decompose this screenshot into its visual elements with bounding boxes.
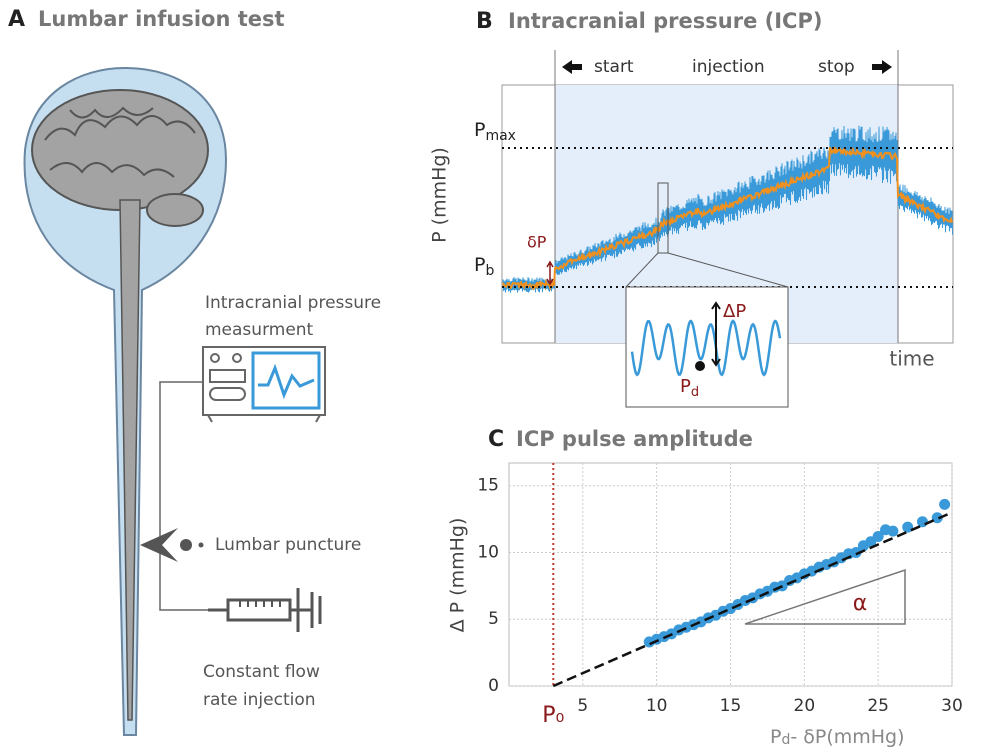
puncture-arrow <box>140 528 178 562</box>
label: d <box>691 385 699 400</box>
zoom-box <box>657 182 669 254</box>
point <box>931 512 943 524</box>
panel-title: ICP pulse amplitude <box>516 427 753 451</box>
arrow-right <box>872 60 892 74</box>
fit-line <box>552 511 953 688</box>
label: max <box>485 128 516 144</box>
scatter-chart: 5 10 15 20 25 30 0 5 10 15 P₀ α <box>477 462 963 728</box>
panel-title: Lumbar infusion test <box>38 7 285 31</box>
y-tick-label: 15 <box>477 476 499 496</box>
icp-mean <box>502 145 953 292</box>
pb-label: Pb <box>474 254 494 280</box>
point <box>850 546 862 558</box>
zoom-line <box>667 252 789 288</box>
label: rate injection <box>203 690 316 710</box>
label: P <box>770 726 781 748</box>
dp-arrow <box>546 260 554 286</box>
icp-trace <box>502 125 953 293</box>
dot <box>180 539 192 551</box>
panel-title: Intracranial pressure (ICP) <box>508 9 822 33</box>
spinal-cord <box>119 199 141 721</box>
monitor <box>202 346 326 423</box>
syringe <box>208 588 322 632</box>
arrow-left <box>562 60 582 74</box>
label: Constant flow <box>203 662 320 682</box>
x-tick-label: 5 <box>577 696 588 716</box>
inset-arrow <box>711 301 721 367</box>
pd-point <box>695 361 705 371</box>
label: measurment <box>205 320 314 340</box>
brain-folds <box>44 106 196 178</box>
panel-letter: C <box>488 427 504 452</box>
brain <box>31 89 209 211</box>
label: Pd <box>680 376 699 400</box>
y-axis-label: P (mmHg) <box>429 147 451 243</box>
y-axis-label: Δ P (mmHg) <box>447 518 469 633</box>
tube <box>159 381 210 611</box>
label: injection <box>692 57 765 77</box>
slope-triangle <box>744 568 906 625</box>
slope-label: α <box>853 591 868 616</box>
dot <box>198 542 204 548</box>
y-tick-label: 10 <box>477 542 499 562</box>
y-tick-label: 0 <box>488 676 499 696</box>
point <box>872 530 884 542</box>
zoom-line <box>625 252 659 288</box>
x-tick-label: 20 <box>794 696 816 716</box>
label: Lumbar puncture <box>215 535 361 555</box>
pmax-label: Pmax <box>474 119 516 145</box>
p0-label: P₀ <box>542 703 564 728</box>
label: - δP(mmHg) <box>790 726 904 748</box>
inset <box>625 286 789 408</box>
cerebellum <box>146 193 204 227</box>
point <box>939 498 951 510</box>
label: P <box>474 119 485 141</box>
inset-wave <box>630 319 782 377</box>
x-tick-label: 30 <box>941 696 963 716</box>
point <box>887 525 899 537</box>
x-tick-label: 10 <box>646 696 668 716</box>
label: b <box>485 263 494 279</box>
x-axis-label: time <box>889 347 934 371</box>
x-tick-label: 15 <box>720 696 742 716</box>
x-axis-label: Pd- δP(mmHg) <box>770 726 905 749</box>
label: P <box>680 376 691 397</box>
panel-letter: A <box>8 7 25 32</box>
panel-letter: B <box>476 9 493 34</box>
y-tick-label: 5 <box>488 609 499 629</box>
label: P <box>474 254 485 276</box>
dp-label: δP <box>527 233 547 252</box>
point <box>902 521 914 533</box>
label: start <box>594 57 634 77</box>
label: Intracranial pressure <box>205 293 381 313</box>
label: ΔP <box>723 301 746 322</box>
x-tick-label: 25 <box>867 696 889 716</box>
label: stop <box>818 57 855 77</box>
traces <box>502 125 953 293</box>
label: d <box>781 732 790 748</box>
